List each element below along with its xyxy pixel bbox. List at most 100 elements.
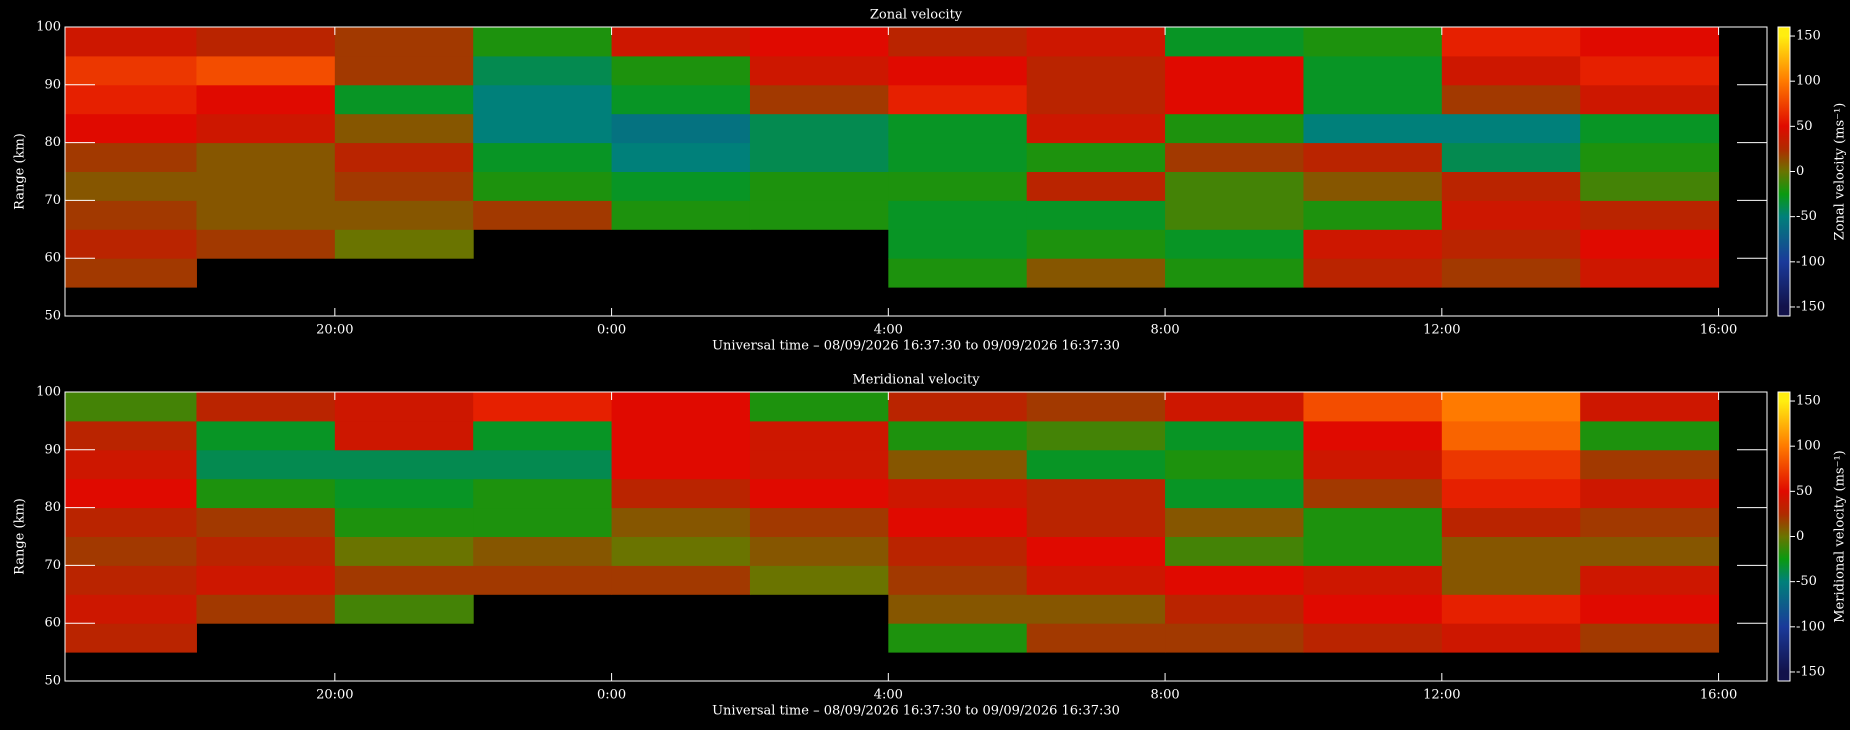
y-tick-label: 90 [44,442,61,457]
heatmap-cell [1303,200,1443,230]
heatmap-cell [196,449,336,480]
y-tick-label: 80 [44,500,61,515]
heatmap-cell [473,536,613,566]
heatmap-cell [1026,449,1166,480]
heatmap-cell [749,200,889,230]
plot-frame [64,391,1768,682]
heatmap-cell [1165,55,1304,86]
heatmap-cell [65,594,197,624]
heatmap-cell [1165,229,1304,259]
heatmap-cell [1441,449,1581,480]
y-tick-label: 50 [44,309,61,324]
heatmap-cell [1580,507,1720,537]
heatmap-cell [196,229,336,259]
heatmap-cell [65,623,197,653]
heatmap-cell [1441,623,1581,653]
y-axis-label: Range (km) [13,498,28,575]
heatmap-cell [473,392,613,422]
heatmap-cell [1441,536,1581,566]
colorbar-label: Zonal velocity (ms⁻¹) [1833,103,1848,241]
heatmap-cell [1303,258,1443,288]
heatmap-cell [1441,229,1581,259]
heatmap-cell [65,229,197,259]
colorbar-label: Meridional velocity (ms⁻¹) [1833,450,1848,622]
heatmap-cell [1026,84,1166,115]
heatmap-cell [611,565,751,595]
heatmap-cell [611,171,751,201]
colorbar-tick-label: -150 [1796,299,1825,314]
heatmap-cell [1026,507,1166,537]
heatmap-cell [1441,392,1581,422]
heatmap-cell [1303,113,1443,144]
heatmap-cell [749,55,889,86]
heatmap-cell [1165,113,1304,144]
heatmap-cell [1580,449,1720,480]
heatmap-cell [749,84,889,115]
heatmap-cell [65,507,197,537]
heatmap-cell [1441,84,1581,115]
heatmap-cell [888,27,1028,57]
heatmap-cell [473,420,613,451]
heatmap-cell [334,392,474,422]
heatmap-cell [1303,229,1443,259]
heatmap-cell [1303,392,1443,422]
colorbar-tick-label: 100 [1796,439,1821,454]
heatmap-cell [1165,84,1304,115]
heatmap-cell [65,420,197,451]
heatmap-cell [473,478,613,509]
heatmap-cell [1165,200,1304,230]
heatmap-cell [473,449,613,480]
x-tick-label: 0:00 [597,688,626,703]
heatmap-cell [749,27,889,57]
heatmap-cell [888,392,1028,422]
x-tick-label: 0:00 [597,323,626,338]
heatmap-cell [473,84,613,115]
heatmap-cell [473,565,613,595]
heatmap-cell [196,27,336,57]
y-tick-label: 60 [44,616,61,631]
heatmap-cell [1303,478,1443,509]
heatmap-cell [1026,478,1166,509]
colorbar-tick-label: 150 [1796,29,1821,44]
heatmap-cell [65,27,197,57]
heatmap-cell [1165,623,1304,653]
plot-frame [64,26,1768,317]
heatmap-cell [1026,565,1166,595]
heatmap-cell [888,507,1028,537]
colorbar-tick-label: 150 [1796,394,1821,409]
heatmap-cell [1026,27,1166,57]
x-tick-label: 12:00 [1423,323,1460,338]
heatmap-cell [334,478,474,509]
heatmap-cell [1165,420,1304,451]
heatmap-cell [749,142,889,172]
heatmap-cell [749,478,889,509]
heatmap-cell [1303,27,1443,57]
heatmap-cell [888,565,1028,595]
heatmap-cell [196,392,336,422]
heatmap-cell [1580,478,1720,509]
heatmap-cell [1441,171,1581,201]
x-tick-label: 8:00 [1150,323,1179,338]
heatmap-cell [1580,229,1720,259]
heatmap-cell [1026,55,1166,86]
heatmap-cell [1303,507,1443,537]
heatmap-cell [611,507,751,537]
heatmap-cell [1165,171,1304,201]
heatmap-cell [196,536,336,566]
y-tick-label: 60 [44,251,61,266]
heatmap-cell [1165,449,1304,480]
heatmap-cell [749,565,889,595]
colorbar-tick-label: -50 [1796,209,1817,224]
heatmap-cell [65,565,197,595]
heatmap-cell [1580,113,1720,144]
y-tick-label: 70 [44,193,61,208]
heatmap-cell [1580,171,1720,201]
heatmap-cell [1303,84,1443,115]
y-axis-label: Range (km) [13,133,28,210]
heatmap-cell [196,171,336,201]
x-axis-label: Universal time – 08/09/2026 16:37:30 to … [712,704,1120,719]
heatmap-cell [1165,565,1304,595]
heatmap-cell [65,449,197,480]
heatmap-cell [611,449,751,480]
heatmap-cell [65,392,197,422]
